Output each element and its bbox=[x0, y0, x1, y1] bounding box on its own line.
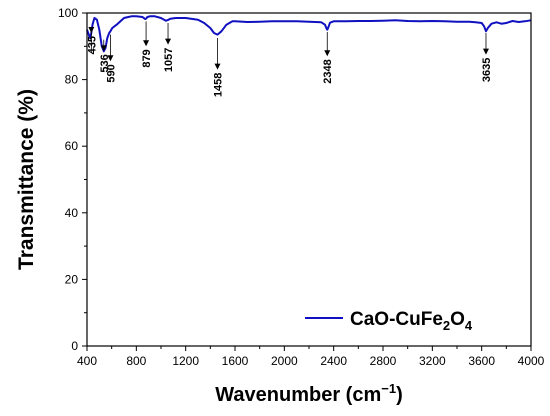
x-tick-label: 2800 bbox=[370, 354, 397, 368]
y-tick-label: 0 bbox=[71, 339, 78, 353]
annotation-arrow-head bbox=[143, 40, 150, 47]
annotation-arrow-head bbox=[214, 63, 221, 70]
x-tick-label: 2000 bbox=[271, 354, 298, 368]
x-axis-ticks: 400 800 1200 1600 2000 2400 2800 3200 3600 4000 bbox=[77, 346, 545, 368]
legend-label-sub: 4 bbox=[465, 318, 473, 333]
peak-label: 590 bbox=[105, 64, 117, 82]
peak-label: 1458 bbox=[212, 73, 224, 97]
annotation-arrow-head bbox=[107, 55, 114, 62]
peak-label: 1057 bbox=[163, 48, 175, 72]
annotation-arrow-head bbox=[165, 38, 172, 45]
annotation-arrow-head bbox=[88, 26, 95, 33]
legend-label-part: CaO-CuFe bbox=[350, 309, 443, 330]
legend-label-part: O bbox=[450, 309, 465, 330]
x-tick-label: 3600 bbox=[468, 354, 495, 368]
y-tick-label: 80 bbox=[65, 73, 79, 87]
x-tick-label: 1600 bbox=[222, 354, 249, 368]
legend: CaO-CuFe2O4 bbox=[305, 309, 473, 333]
peak-label: 3635 bbox=[481, 58, 493, 82]
x-tick-label: 400 bbox=[77, 354, 97, 368]
y-tick-label: 20 bbox=[65, 272, 79, 286]
x-tick-label: 800 bbox=[126, 354, 146, 368]
x-tick-label: 3200 bbox=[419, 354, 446, 368]
peak-label: 536 bbox=[99, 54, 111, 72]
annotation-arrow-head bbox=[324, 50, 331, 57]
annotation-arrow-head bbox=[100, 45, 107, 52]
y-axis-ticks: 0 20 40 60 80 100 bbox=[58, 6, 87, 353]
x-axis-title-sup: −1 bbox=[381, 381, 396, 396]
x-tick-label: 4000 bbox=[518, 354, 545, 368]
x-axis-title: Wavenumber (cm−1) bbox=[215, 381, 402, 406]
x-axis-title-main: Wavenumber (cm bbox=[215, 384, 381, 406]
series-line bbox=[86, 15, 532, 53]
peak-label: 435 bbox=[86, 36, 98, 54]
peak-label: 879 bbox=[141, 49, 153, 67]
plot-area bbox=[86, 15, 532, 53]
legend-label-sub: 2 bbox=[443, 318, 450, 333]
annotation-arrow-head bbox=[482, 48, 489, 55]
legend-label: CaO-CuFe2O4 bbox=[350, 309, 473, 333]
x-axis-title-close: ) bbox=[396, 384, 403, 406]
plot-frame bbox=[86, 12, 532, 347]
x-tick-label: 1200 bbox=[172, 354, 199, 368]
y-tick-label: 60 bbox=[65, 139, 79, 153]
y-axis-title: Transmittance (%) bbox=[15, 89, 38, 270]
y-tick-label: 40 bbox=[65, 206, 79, 220]
peak-label: 2348 bbox=[322, 59, 334, 83]
y-tick-label: 100 bbox=[58, 6, 78, 20]
x-tick-label: 2400 bbox=[320, 354, 347, 368]
